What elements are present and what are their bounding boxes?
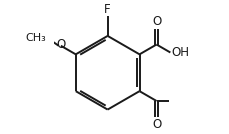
Text: O: O xyxy=(56,38,65,51)
Text: O: O xyxy=(151,118,161,131)
Text: OH: OH xyxy=(170,46,188,59)
Text: F: F xyxy=(104,3,110,16)
Text: CH₃: CH₃ xyxy=(26,33,46,43)
Text: O: O xyxy=(151,15,161,28)
